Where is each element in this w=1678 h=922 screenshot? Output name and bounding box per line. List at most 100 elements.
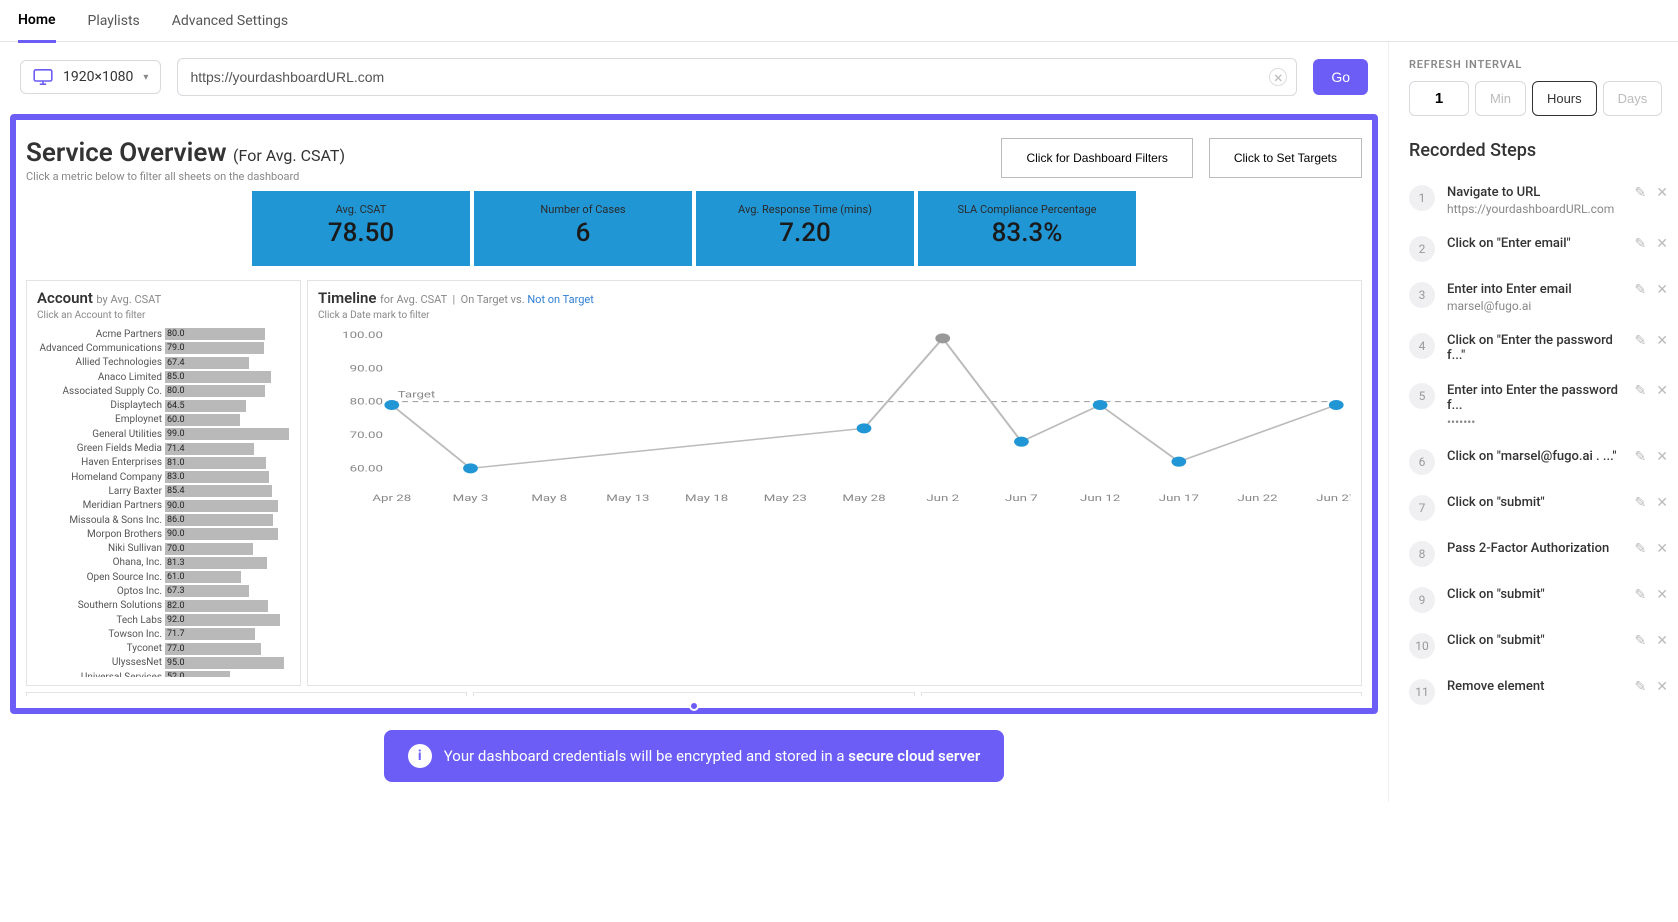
dashboard-preview-frame: Service Overview (For Avg. CSAT) Click a… bbox=[10, 114, 1378, 714]
edit-step-icon[interactable]: ✎ bbox=[1635, 679, 1647, 695]
svg-text:May 8: May 8 bbox=[531, 492, 567, 503]
step-subtitle: marsel@fugo.ai bbox=[1447, 299, 1623, 313]
account-row[interactable]: Meridian Partners90.0 bbox=[37, 499, 290, 513]
account-row[interactable]: Universal Services52.0 bbox=[37, 670, 290, 677]
svg-text:Jun 12: Jun 12 bbox=[1080, 492, 1120, 503]
step-number: 9 bbox=[1409, 587, 1435, 613]
account-row[interactable]: Homeland Company83.0 bbox=[37, 470, 290, 484]
step-title: Click on "Enter email" bbox=[1447, 236, 1623, 251]
metrics-row: Avg. CSAT78.50Number of Cases6Avg. Respo… bbox=[26, 191, 1362, 266]
svg-text:70.00: 70.00 bbox=[350, 429, 383, 440]
account-row[interactable]: Acme Partners80.0 bbox=[37, 327, 290, 341]
timeline-title: Timeline bbox=[318, 289, 376, 307]
nav-tab-playlists[interactable]: Playlists bbox=[88, 1, 140, 41]
edit-step-icon[interactable]: ✎ bbox=[1635, 282, 1647, 298]
recorded-step: 10Click on "submit"✎✕ bbox=[1409, 623, 1668, 669]
edit-step-icon[interactable]: ✎ bbox=[1635, 541, 1647, 557]
account-row[interactable]: Ohana, Inc.81.3 bbox=[37, 556, 290, 570]
edit-step-icon[interactable]: ✎ bbox=[1635, 185, 1647, 201]
account-row[interactable]: Tech Labs92.0 bbox=[37, 613, 290, 627]
edit-step-icon[interactable]: ✎ bbox=[1635, 633, 1647, 649]
account-row[interactable]: Missoula & Sons Inc.86.0 bbox=[37, 513, 290, 527]
refresh-unit-hours[interactable]: Hours bbox=[1532, 81, 1597, 116]
metric-card[interactable]: SLA Compliance Percentage83.3% bbox=[918, 191, 1136, 266]
account-row[interactable]: Larry Baxter85.4 bbox=[37, 484, 290, 498]
step-title: Enter into Enter the password f... bbox=[1447, 383, 1623, 413]
refresh-value-input[interactable] bbox=[1409, 81, 1469, 116]
delete-step-icon[interactable]: ✕ bbox=[1656, 541, 1668, 557]
dashboard-subtitle: Click a metric below to filter all sheet… bbox=[26, 170, 345, 183]
account-panel: Account by Avg. CSAT Click an Account to… bbox=[26, 280, 301, 686]
account-row[interactable]: Towson Inc.71.7 bbox=[37, 627, 290, 641]
type-panel: Type by Avg. CSAT Click a Type to filter… bbox=[473, 692, 914, 696]
refresh-unit-min[interactable]: Min bbox=[1475, 81, 1526, 116]
delete-step-icon[interactable]: ✕ bbox=[1656, 495, 1668, 511]
svg-text:Jun 22: Jun 22 bbox=[1237, 492, 1277, 503]
account-row[interactable]: Anaco Limited85.0 bbox=[37, 370, 290, 384]
svg-text:Target: Target bbox=[398, 389, 436, 400]
edit-step-icon[interactable]: ✎ bbox=[1635, 587, 1647, 603]
metric-card[interactable]: Avg. Response Time (mins)7.20 bbox=[696, 191, 914, 266]
account-row[interactable]: Optos Inc.67.3 bbox=[37, 584, 290, 598]
step-title: Remove element bbox=[1447, 679, 1623, 694]
step-number: 2 bbox=[1409, 236, 1435, 262]
clear-url-icon[interactable]: × bbox=[1269, 68, 1287, 86]
delete-step-icon[interactable]: ✕ bbox=[1656, 449, 1668, 465]
account-row[interactable]: Haven Enterprises81.0 bbox=[37, 456, 290, 470]
delete-step-icon[interactable]: ✕ bbox=[1656, 679, 1668, 695]
edit-step-icon[interactable]: ✎ bbox=[1635, 236, 1647, 252]
account-row[interactable]: Allied Technologies67.4 bbox=[37, 356, 290, 370]
edit-step-icon[interactable]: ✎ bbox=[1635, 495, 1647, 511]
svg-text:May 23: May 23 bbox=[764, 492, 807, 503]
account-row[interactable]: Open Source Inc.61.0 bbox=[37, 570, 290, 584]
step-number: 8 bbox=[1409, 541, 1435, 567]
step-number: 5 bbox=[1409, 383, 1435, 409]
delete-step-icon[interactable]: ✕ bbox=[1656, 633, 1668, 649]
set-targets-button[interactable]: Click to Set Targets bbox=[1209, 138, 1362, 178]
account-row[interactable]: General Utilities99.0 bbox=[37, 427, 290, 441]
top-nav: Home Playlists Advanced Settings bbox=[0, 0, 1678, 42]
go-button[interactable]: Go bbox=[1313, 59, 1368, 95]
edit-step-icon[interactable]: ✎ bbox=[1635, 383, 1647, 399]
account-row[interactable]: Employnet60.0 bbox=[37, 413, 290, 427]
legend-not-on-target[interactable]: Not on Target bbox=[527, 293, 593, 306]
recorded-step: 6Click on "marsel@fugo.ai . ..."✎✕ bbox=[1409, 439, 1668, 485]
account-row[interactable]: Morpon Brothers90.0 bbox=[37, 527, 290, 541]
metric-card[interactable]: Avg. CSAT78.50 bbox=[252, 191, 470, 266]
svg-text:Jun 2: Jun 2 bbox=[926, 492, 959, 503]
account-row[interactable]: Associated Supply Co.80.0 bbox=[37, 384, 290, 398]
account-row[interactable]: UlyssesNet95.0 bbox=[37, 656, 290, 670]
account-row[interactable]: Green Fields Media71.4 bbox=[37, 441, 290, 455]
delete-step-icon[interactable]: ✕ bbox=[1656, 333, 1668, 349]
nav-tab-advanced-settings[interactable]: Advanced Settings bbox=[172, 1, 288, 41]
metric-card[interactable]: Number of Cases6 bbox=[474, 191, 692, 266]
recorded-step: 9Click on "submit"✎✕ bbox=[1409, 577, 1668, 623]
recorded-step: 7Click on "submit"✎✕ bbox=[1409, 485, 1668, 531]
url-input[interactable] bbox=[177, 58, 1297, 96]
account-row[interactable]: Southern Solutions82.0 bbox=[37, 599, 290, 613]
delete-step-icon[interactable]: ✕ bbox=[1656, 383, 1668, 399]
account-row[interactable]: Advanced Communications79.0 bbox=[37, 341, 290, 355]
timeline-panel: Timeline for Avg. CSAT | On Target vs. N… bbox=[307, 280, 1362, 686]
account-row[interactable]: Displaytech64.5 bbox=[37, 398, 290, 412]
step-title: Pass 2-Factor Authorization bbox=[1447, 541, 1623, 556]
recorded-step: 4Click on "Enter the password f..."✎✕ bbox=[1409, 323, 1668, 373]
resolution-select[interactable]: 1920×1080 ▾ bbox=[20, 60, 161, 94]
edit-step-icon[interactable]: ✎ bbox=[1635, 333, 1647, 349]
timeline-chart[interactable]: 60.0070.0080.0090.00100.00TargetApr 28Ma… bbox=[318, 329, 1351, 507]
delete-step-icon[interactable]: ✕ bbox=[1656, 282, 1668, 298]
delete-step-icon[interactable]: ✕ bbox=[1656, 587, 1668, 603]
delete-step-icon[interactable]: ✕ bbox=[1656, 236, 1668, 252]
svg-text:Apr 28: Apr 28 bbox=[372, 492, 411, 503]
account-row[interactable]: Niki Sullivan70.0 bbox=[37, 541, 290, 555]
svg-text:Jun 7: Jun 7 bbox=[1005, 492, 1038, 503]
frame-handle[interactable] bbox=[689, 701, 699, 711]
nav-tab-home[interactable]: Home bbox=[18, 0, 56, 43]
edit-step-icon[interactable]: ✎ bbox=[1635, 449, 1647, 465]
account-row[interactable]: Tyconet77.0 bbox=[37, 642, 290, 656]
refresh-unit-days[interactable]: Days bbox=[1603, 81, 1663, 116]
delete-step-icon[interactable]: ✕ bbox=[1656, 185, 1668, 201]
dashboard-filters-button[interactable]: Click for Dashboard Filters bbox=[1001, 138, 1192, 178]
svg-text:60.00: 60.00 bbox=[350, 463, 383, 474]
security-banner: i Your dashboard credentials will be enc… bbox=[384, 730, 1005, 782]
